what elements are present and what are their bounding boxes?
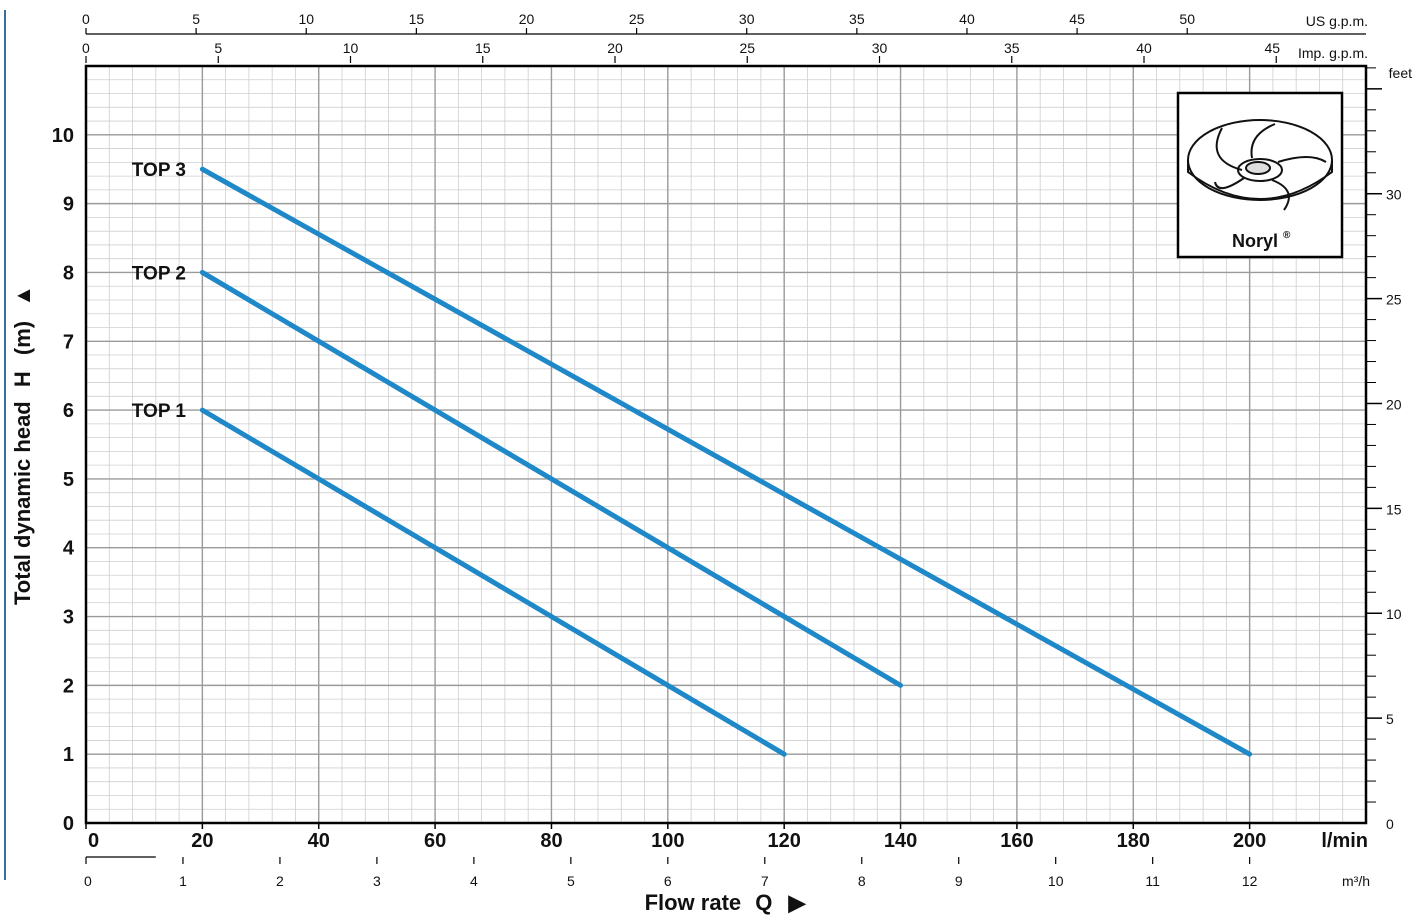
imp-gpm-tick-label: 40 — [1136, 40, 1152, 56]
x-tick-label: 100 — [651, 830, 684, 852]
x-tick-label: 80 — [540, 830, 562, 852]
y-axis-title-unit: (m) — [10, 321, 35, 355]
y-tick-label: 2 — [63, 675, 74, 697]
x-axis-title-symbol: Q — [755, 890, 772, 915]
imp-gpm-tick-label: 0 — [82, 40, 90, 56]
feet-tick-label: 25 — [1386, 292, 1402, 308]
inset-label: Noryl — [1232, 231, 1278, 251]
series-label-top-3: TOP 3 — [132, 160, 186, 181]
us-gpm-axis: 0 5 10 15 20 25 30 35 40 45 50 — [82, 11, 1366, 35]
us-gpm-tick-label: 10 — [298, 11, 314, 27]
plot-frame — [84, 64, 1368, 825]
x-tick-label: 140 — [884, 830, 917, 852]
us-gpm-label: US g.p.m. — [1306, 13, 1368, 29]
x-axis-title: Flow rate Q ▶ — [645, 890, 807, 915]
m3h-tick-label: 2 — [276, 873, 284, 889]
m3h-tick-label: 7 — [761, 873, 769, 889]
x-tick-label: 0 — [88, 830, 99, 852]
us-gpm-tick-label: 5 — [192, 11, 200, 27]
m3h-tick-label: 6 — [664, 873, 672, 889]
impeller-icon — [1187, 119, 1333, 211]
imp-gpm-tick-label: 5 — [214, 40, 222, 56]
inset-superscript: ® — [1283, 230, 1291, 241]
y-tick-label: 10 — [52, 125, 74, 147]
x-tick-label: 180 — [1117, 830, 1150, 852]
m3h-tick-label: 1 — [179, 873, 187, 889]
imp-gpm-tick-label: 10 — [343, 40, 359, 56]
lmin-label: l/min — [1321, 830, 1368, 852]
m3h-label: m³/h — [1342, 873, 1370, 889]
imp-gpm-tick-label: 15 — [475, 40, 491, 56]
m3h-tick-label: 0 — [84, 873, 92, 889]
y-axis-title-text: Total dynamic head — [10, 401, 35, 605]
y-tick-label: 7 — [63, 331, 74, 353]
x-tick-label: 40 — [308, 830, 330, 852]
imp-gpm-label: Imp. g.p.m. — [1298, 45, 1368, 61]
x-axis-title-text: Flow rate — [645, 890, 742, 915]
series-labels: TOP 1 TOP 2 TOP 3 — [132, 160, 187, 422]
us-gpm-tick-label: 45 — [1069, 11, 1085, 27]
impeller-inset: Noryl ® — [1176, 91, 1344, 259]
lmin-axis: 0 20 40 60 80 100 120 140 160 180 200 — [85, 823, 1266, 852]
y-tick-label: 4 — [63, 538, 75, 560]
series-label-top-1: TOP 1 — [132, 401, 187, 422]
us-gpm-tick-label: 30 — [739, 11, 755, 27]
series-line-top-2 — [199, 269, 904, 688]
y-tick-label: 6 — [63, 400, 74, 422]
x-tick-label: 60 — [424, 830, 446, 852]
imp-gpm-tick-label: 30 — [872, 40, 888, 56]
feet-tick-label: 30 — [1386, 187, 1402, 203]
x-axis-title-arrow: ▶ — [788, 890, 807, 915]
x-tick-label: 20 — [191, 830, 213, 852]
series-line-top-1 — [199, 407, 787, 757]
imp-gpm-tick-label: 25 — [739, 40, 755, 56]
x-tick-label: 200 — [1233, 830, 1266, 852]
y-axis-title-symbol: H — [10, 371, 35, 387]
y-tick-label: 1 — [63, 744, 74, 766]
feet-tick-label: 20 — [1386, 396, 1402, 412]
us-gpm-tick-label: 15 — [409, 11, 425, 27]
m3h-tick-label: 4 — [470, 873, 478, 889]
imp-gpm-tick-label: 35 — [1004, 40, 1020, 56]
us-gpm-tick-label: 20 — [519, 11, 535, 27]
m3h-tick-label: 3 — [373, 873, 381, 889]
feet-tick-label: 15 — [1386, 501, 1402, 517]
imp-gpm-tick-label: 20 — [607, 40, 623, 56]
y-tick-label: 8 — [63, 262, 74, 284]
series-line-top-3 — [199, 166, 1253, 757]
feet-axis: 0 5 10 15 20 25 30 — [1366, 67, 1402, 832]
us-gpm-tick-label: 35 — [849, 11, 865, 27]
m3h-tick-label: 12 — [1242, 873, 1258, 889]
us-gpm-tick-label: 40 — [959, 11, 975, 27]
series-lines — [199, 166, 1253, 757]
m3h-tick-label: 11 — [1145, 873, 1160, 889]
us-gpm-tick-label: 50 — [1179, 11, 1195, 27]
y-tick-label: 5 — [63, 469, 74, 491]
feet-label: feet — [1389, 65, 1412, 81]
imp-gpm-tick-label: 45 — [1264, 40, 1280, 56]
m3h-tick-label: 5 — [567, 873, 575, 889]
y-axis-title: Total dynamic head H (m) ▲ — [10, 285, 35, 605]
x-tick-label: 160 — [1000, 830, 1033, 852]
us-gpm-tick-label: 0 — [82, 11, 90, 27]
y-tick-label: 9 — [63, 194, 74, 216]
major-grid — [86, 66, 1366, 823]
y-tick-label: 3 — [63, 607, 74, 629]
m3h-axis: 0 1 2 3 4 5 6 7 8 9 10 11 12 — [84, 856, 1258, 889]
x-tick-label: 120 — [767, 830, 800, 852]
m3h-tick-label: 9 — [955, 873, 963, 889]
imp-gpm-axis: 0 5 10 15 20 25 30 35 40 45 — [82, 40, 1280, 63]
m3h-tick-label: 10 — [1048, 873, 1064, 889]
head-axis: 0 1 2 3 4 5 6 7 8 9 10 — [52, 125, 75, 835]
y-axis-title-arrow: ▲ — [10, 285, 35, 307]
feet-tick-label: 10 — [1386, 606, 1402, 622]
us-gpm-tick-label: 25 — [629, 11, 645, 27]
m3h-tick-label: 8 — [858, 873, 866, 889]
feet-tick-label: 5 — [1386, 711, 1394, 727]
series-label-top-2: TOP 2 — [132, 263, 186, 284]
y-tick-label: 0 — [63, 813, 74, 835]
feet-tick-label: 0 — [1386, 816, 1394, 832]
